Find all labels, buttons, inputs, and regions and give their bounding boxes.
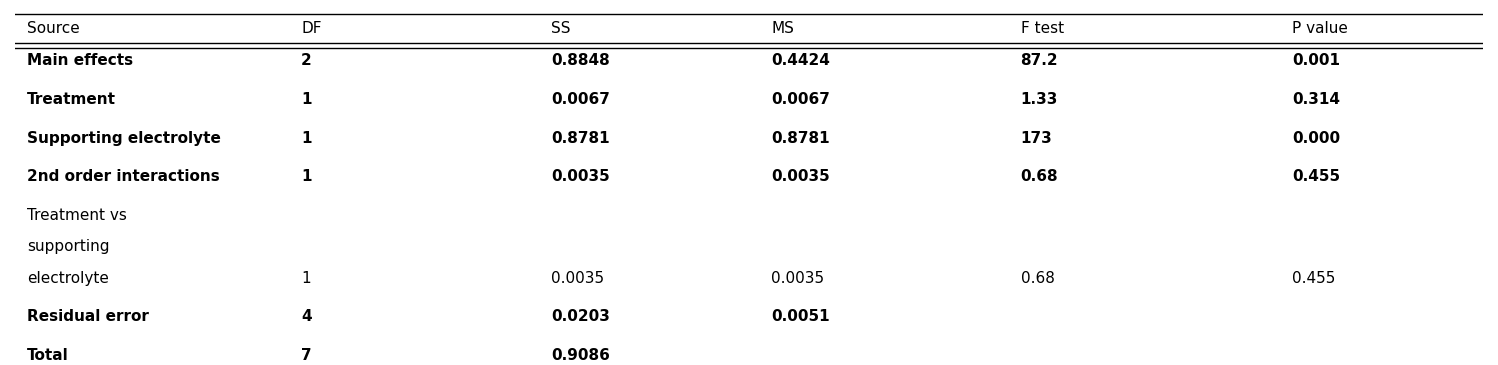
Text: Source: Source [27,21,79,36]
Text: 0.001: 0.001 [1293,53,1341,68]
Text: 1.33: 1.33 [1020,92,1058,107]
Text: 0.4424: 0.4424 [771,53,830,68]
Text: 0.0067: 0.0067 [771,92,830,107]
Text: 0.0035: 0.0035 [771,169,830,184]
Text: 0.0067: 0.0067 [551,92,610,107]
Text: supporting: supporting [27,239,109,254]
Text: 1: 1 [301,131,312,146]
Text: Main effects: Main effects [27,53,133,68]
Text: 173: 173 [1020,131,1052,146]
Text: Residual error: Residual error [27,309,148,324]
Text: 0.455: 0.455 [1293,169,1341,184]
Text: 87.2: 87.2 [1020,53,1058,68]
Text: 7: 7 [301,348,312,363]
Text: 0.8781: 0.8781 [771,131,830,146]
Text: 0.8781: 0.8781 [551,131,610,146]
Text: 1: 1 [301,92,312,107]
Text: 0.455: 0.455 [1293,270,1336,285]
Text: Treatment vs: Treatment vs [27,208,127,223]
Text: 0.0203: 0.0203 [551,309,610,324]
Text: 0.8848: 0.8848 [551,53,610,68]
Text: 0.0035: 0.0035 [771,270,824,285]
Text: 1: 1 [301,169,312,184]
Text: F test: F test [1020,21,1064,36]
Text: 0.314: 0.314 [1293,92,1341,107]
Text: 0.000: 0.000 [1293,131,1341,146]
Text: Treatment: Treatment [27,92,115,107]
Text: 2nd order interactions: 2nd order interactions [27,169,220,184]
Text: 0.0035: 0.0035 [551,169,610,184]
Text: 0.68: 0.68 [1020,270,1055,285]
Text: P value: P value [1293,21,1348,36]
Text: 0.0035: 0.0035 [551,270,604,285]
Text: MS: MS [771,21,794,36]
Text: 4: 4 [301,309,312,324]
Text: electrolyte: electrolyte [27,270,108,285]
Text: SS: SS [551,21,571,36]
Text: 0.68: 0.68 [1020,169,1058,184]
Text: 1: 1 [301,270,312,285]
Text: 2: 2 [301,53,312,68]
Text: Supporting electrolyte: Supporting electrolyte [27,131,220,146]
Text: DF: DF [301,21,322,36]
Text: 0.9086: 0.9086 [551,348,610,363]
Text: 0.0051: 0.0051 [771,309,830,324]
Text: Total: Total [27,348,69,363]
